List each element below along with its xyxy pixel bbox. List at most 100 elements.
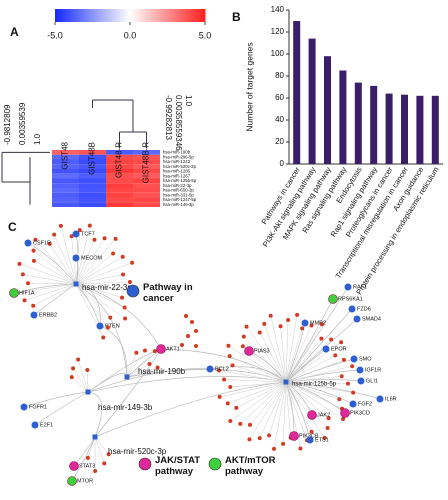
- target-node: [134, 350, 139, 355]
- heatmap-cell: [79, 164, 106, 169]
- colorbar-step: [97, 9, 101, 22]
- target-node: [194, 329, 198, 333]
- edge: [75, 262, 133, 285]
- legend-marker: [138, 457, 152, 471]
- colorbar-label: 5.0: [199, 30, 212, 40]
- gene-node: [244, 346, 254, 356]
- panel-label: B: [232, 10, 241, 24]
- target-node: [190, 320, 194, 324]
- edge: [230, 381, 287, 422]
- gene-node: [301, 319, 309, 327]
- colorbar-step: [72, 9, 76, 22]
- edge: [264, 323, 287, 383]
- legend-marker: [126, 284, 140, 298]
- target-node: [286, 318, 291, 323]
- edge: [87, 391, 103, 438]
- colorbar-step: [180, 9, 183, 22]
- dendrogram-scale-label: 1.0: [184, 95, 193, 107]
- target-node: [341, 357, 346, 362]
- target-node: [234, 405, 239, 410]
- gene-label: HIF1A: [19, 290, 35, 296]
- edge: [285, 359, 345, 383]
- edge: [285, 381, 328, 429]
- legend-label-line: cancer: [143, 293, 174, 304]
- target-node: [240, 344, 245, 349]
- gene-label: TCF7: [81, 231, 95, 237]
- edge: [232, 365, 287, 383]
- row-label: hsa-miR-22-3p: [163, 183, 192, 188]
- edge: [75, 239, 95, 285]
- edge: [75, 274, 124, 285]
- edge: [285, 381, 354, 393]
- colorbar-step: [90, 9, 93, 22]
- legend-label: AKT/mTOR pathway: [225, 455, 276, 477]
- target-node: [69, 234, 74, 239]
- gene-node: [24, 239, 32, 247]
- target-node: [147, 361, 152, 366]
- edge: [33, 283, 77, 307]
- edge: [19, 263, 77, 285]
- gene-node: [69, 461, 79, 471]
- gene-node: [67, 476, 77, 486]
- panel-label: A: [10, 25, 19, 39]
- edge: [33, 250, 77, 285]
- target-node: [76, 357, 81, 362]
- row-label: hsa-miR-520c-3p: [163, 164, 197, 169]
- heatmap-cell: [52, 164, 79, 169]
- target-node: [17, 261, 22, 266]
- hub-label: hsa-mir-125b-5p: [292, 382, 337, 388]
- edge: [53, 234, 77, 285]
- target-node: [87, 223, 92, 228]
- target-node: [230, 363, 235, 368]
- colorbar-step: [120, 9, 123, 22]
- target-node: [108, 315, 113, 320]
- target-node: [309, 323, 314, 328]
- target-node: [102, 461, 107, 466]
- edge: [126, 350, 146, 378]
- colorbar-label: 0.0: [124, 30, 137, 40]
- colorbar-step: [102, 9, 106, 22]
- edge: [75, 256, 123, 285]
- gene-label: SMAD4: [362, 316, 381, 322]
- target-node: [298, 446, 303, 451]
- heatmap-cell: [106, 173, 133, 179]
- edge: [87, 376, 287, 393]
- target-node: [123, 316, 128, 321]
- column-label: GIST48: [61, 141, 70, 169]
- row-label: hsa-miR-331-5p: [163, 192, 194, 197]
- y-tick-label: 120: [271, 27, 285, 36]
- heatmap-cell: [52, 183, 79, 188]
- heatmap-cell: [133, 169, 160, 174]
- colorbar-step: [57, 9, 61, 22]
- heatmap-cell: [52, 169, 79, 174]
- edge: [72, 368, 89, 393]
- bar: [431, 95, 439, 164]
- edge: [224, 379, 287, 383]
- heatmap-cell: [52, 173, 79, 179]
- heatmap-cell: [79, 192, 106, 198]
- heatmap-cell: [106, 188, 133, 193]
- colorbar-step: [110, 9, 113, 22]
- bar: [308, 38, 316, 164]
- target-node: [262, 321, 267, 326]
- colorbar-step: [95, 9, 98, 22]
- target-node: [121, 272, 126, 277]
- edge: [75, 281, 130, 285]
- edge: [94, 436, 105, 464]
- target-node: [20, 272, 25, 277]
- colorbar-step: [70, 9, 73, 22]
- heatmap-cell: [79, 178, 106, 184]
- colorbar-step: [55, 9, 58, 22]
- edge: [270, 315, 287, 383]
- hub-label: hsa-mir-520c-3p: [108, 447, 167, 456]
- edge: [126, 363, 150, 378]
- edge: [87, 372, 128, 393]
- heatmap-cell: [106, 164, 133, 169]
- dendrogram-scale-label: 0.00359539: [18, 102, 27, 145]
- target-node: [180, 343, 184, 347]
- edge: [126, 350, 155, 378]
- colorbar-step: [147, 9, 151, 22]
- target-node: [222, 377, 227, 382]
- legend-label-line: Pathway in: [143, 282, 193, 293]
